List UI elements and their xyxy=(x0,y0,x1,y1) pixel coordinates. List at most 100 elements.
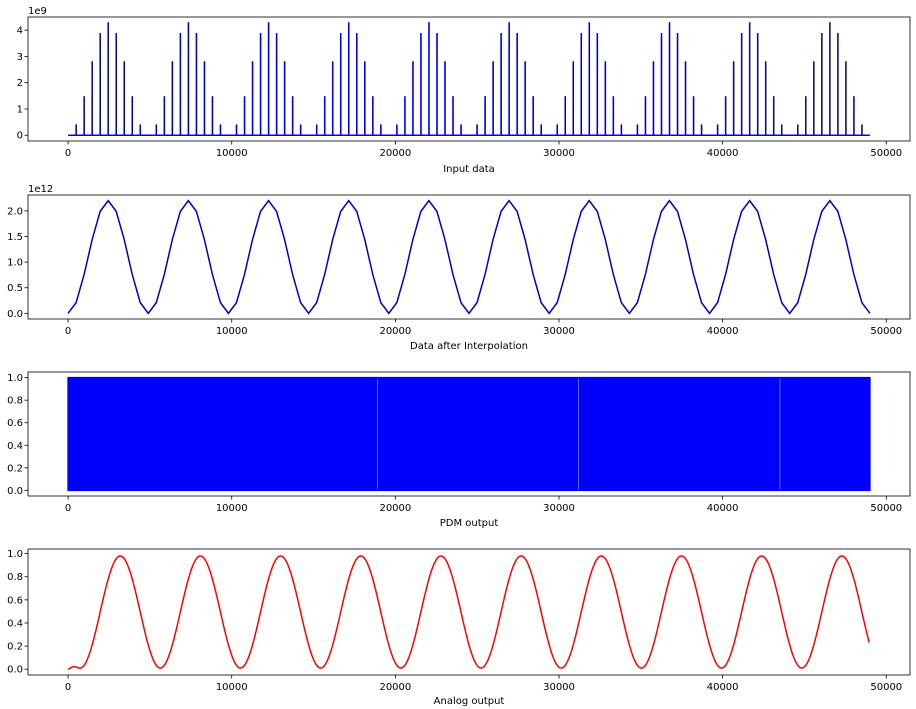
axes-frame-analog xyxy=(27,548,911,676)
x-tick-label: 10000 xyxy=(216,682,248,693)
y-tick-label: 3 xyxy=(17,52,23,63)
x-tick-input: 40000 xyxy=(707,141,739,159)
x-tick-pdm: 20000 xyxy=(379,496,411,514)
panel-analog-output: Analog output 0 10000 20000 30000 40000 50000… xyxy=(7,548,911,707)
x-tick-pdm: 10000 xyxy=(216,496,248,514)
x-tick-interp: 40000 xyxy=(707,319,739,337)
series-interpolated xyxy=(67,199,871,315)
y-tick-analog: 0.0 xyxy=(7,665,28,676)
y-tick-input: 4 xyxy=(17,26,28,37)
y-tick-label: 1 xyxy=(17,104,23,115)
x-tick-label: 20000 xyxy=(379,326,411,337)
plot-area-pdm xyxy=(67,376,871,492)
x-tick-interp: 10000 xyxy=(216,319,248,337)
x-tick-interp: 50000 xyxy=(870,319,902,337)
y-tick-label: 0.8 xyxy=(7,572,23,583)
y-tick-input: 3 xyxy=(17,52,28,63)
x-tick-label: 0 xyxy=(65,503,71,514)
y-tick-label: 0.6 xyxy=(7,595,23,606)
x-tick-label: 20000 xyxy=(379,682,411,693)
axes-frame-interp xyxy=(27,194,911,320)
x-tick-label: 30000 xyxy=(543,326,575,337)
y-tick-label: 0.4 xyxy=(7,441,23,452)
y-tick-label: 1.0 xyxy=(7,373,23,384)
x-tick-analog: 50000 xyxy=(870,675,902,693)
y-tick-input: 0 xyxy=(17,131,28,142)
x-tick-label: 50000 xyxy=(870,503,902,514)
y-tick-label: 0.5 xyxy=(7,283,23,294)
y-tick-label: 0.0 xyxy=(7,486,23,497)
x-tick-label: 10000 xyxy=(216,503,248,514)
y-tick-interp: 2.0 xyxy=(7,206,28,217)
x-tick-interp: 30000 xyxy=(543,319,575,337)
x-tick-pdm: 50000 xyxy=(870,496,902,514)
y-tick-label: 0.8 xyxy=(7,396,23,407)
x-tick-label: 0 xyxy=(65,148,71,159)
xlabel-interp: Data after Interpolation xyxy=(410,341,528,352)
series-analog xyxy=(67,555,870,670)
y-tick-label: 0.2 xyxy=(7,463,23,474)
x-tick-label: 50000 xyxy=(870,148,902,159)
axes-frame-pdm xyxy=(27,371,911,497)
y-tick-pdm: 0.8 xyxy=(7,396,28,407)
y-tick-pdm: 0.0 xyxy=(7,486,28,497)
x-tick-analog: 40000 xyxy=(707,675,739,693)
x-tick-input: 30000 xyxy=(543,141,575,159)
x-tick-label: 20000 xyxy=(379,503,411,514)
y-tick-analog: 0.4 xyxy=(7,618,28,629)
y-tick-pdm: 0.4 xyxy=(7,441,28,452)
y-tick-interp: 0.0 xyxy=(7,309,28,320)
x-tick-label: 0 xyxy=(65,682,71,693)
y-tick-label: 2.0 xyxy=(7,206,23,217)
x-tick-label: 30000 xyxy=(543,682,575,693)
y-tick-label: 0.0 xyxy=(7,665,23,676)
xlabel-analog: Analog output xyxy=(434,696,505,707)
x-tick-analog: 10000 xyxy=(216,675,248,693)
x-tick-label: 50000 xyxy=(870,682,902,693)
plot-area-analog xyxy=(67,555,870,670)
x-tick-pdm: 0 xyxy=(65,496,71,514)
y-tick-interp: 0.5 xyxy=(7,283,28,294)
y-tick-analog: 1.0 xyxy=(7,549,28,560)
y-tick-pdm: 0.2 xyxy=(7,463,28,474)
panel-data-after-interpolation: 1e12 Data after Interpolation 0 10000 2000… xyxy=(7,184,911,352)
x-tick-input: 50000 xyxy=(870,141,902,159)
x-tick-label: 40000 xyxy=(707,148,739,159)
offset-text-interp: 1e12 xyxy=(28,184,53,195)
y-tick-label: 0.6 xyxy=(7,418,23,429)
x-tick-label: 10000 xyxy=(216,326,248,337)
y-tick-label: 1.0 xyxy=(7,549,23,560)
x-tick-analog: 30000 xyxy=(543,675,575,693)
x-tick-analog: 20000 xyxy=(379,675,411,693)
y-tick-analog: 0.2 xyxy=(7,642,28,653)
x-tick-analog: 0 xyxy=(65,675,71,693)
x-tick-input: 0 xyxy=(65,141,71,159)
panel-pdm-output: PDM output 0 10000 20000 30000 40000 50000 0.0… xyxy=(7,371,911,529)
y-tick-label: 0.0 xyxy=(7,309,23,320)
x-tick-label: 40000 xyxy=(707,682,739,693)
xlabel-pdm: PDM output xyxy=(440,518,499,529)
y-tick-analog: 0.8 xyxy=(7,572,28,583)
y-tick-label: 0.4 xyxy=(7,618,23,629)
y-tick-label: 2 xyxy=(17,78,23,89)
y-tick-interp: 1.0 xyxy=(7,258,28,269)
x-tick-input: 10000 xyxy=(216,141,248,159)
panel-input-data: 1e9 Input data 0 10000 20000 30000 40000 5000… xyxy=(17,6,911,175)
x-tick-pdm: 30000 xyxy=(543,496,575,514)
series-pdm-band xyxy=(67,376,871,492)
y-tick-label: 0 xyxy=(17,131,23,142)
y-tick-interp: 1.5 xyxy=(7,232,28,243)
y-tick-pdm: 0.6 xyxy=(7,418,28,429)
y-tick-analog: 0.6 xyxy=(7,595,28,606)
x-tick-label: 50000 xyxy=(870,326,902,337)
plot-area-interp xyxy=(67,199,871,315)
axes-frame-input xyxy=(27,16,911,142)
plot-area-input xyxy=(68,22,870,136)
x-tick-interp: 0 xyxy=(65,319,71,337)
y-tick-input: 2 xyxy=(17,78,28,89)
y-tick-label: 0.2 xyxy=(7,642,23,653)
x-tick-label: 10000 xyxy=(216,148,248,159)
x-tick-label: 0 xyxy=(65,326,71,337)
